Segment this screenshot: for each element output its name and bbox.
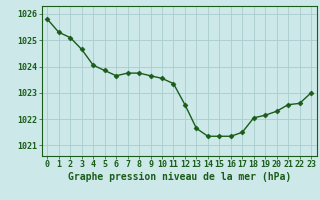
X-axis label: Graphe pression niveau de la mer (hPa): Graphe pression niveau de la mer (hPa) (68, 172, 291, 182)
